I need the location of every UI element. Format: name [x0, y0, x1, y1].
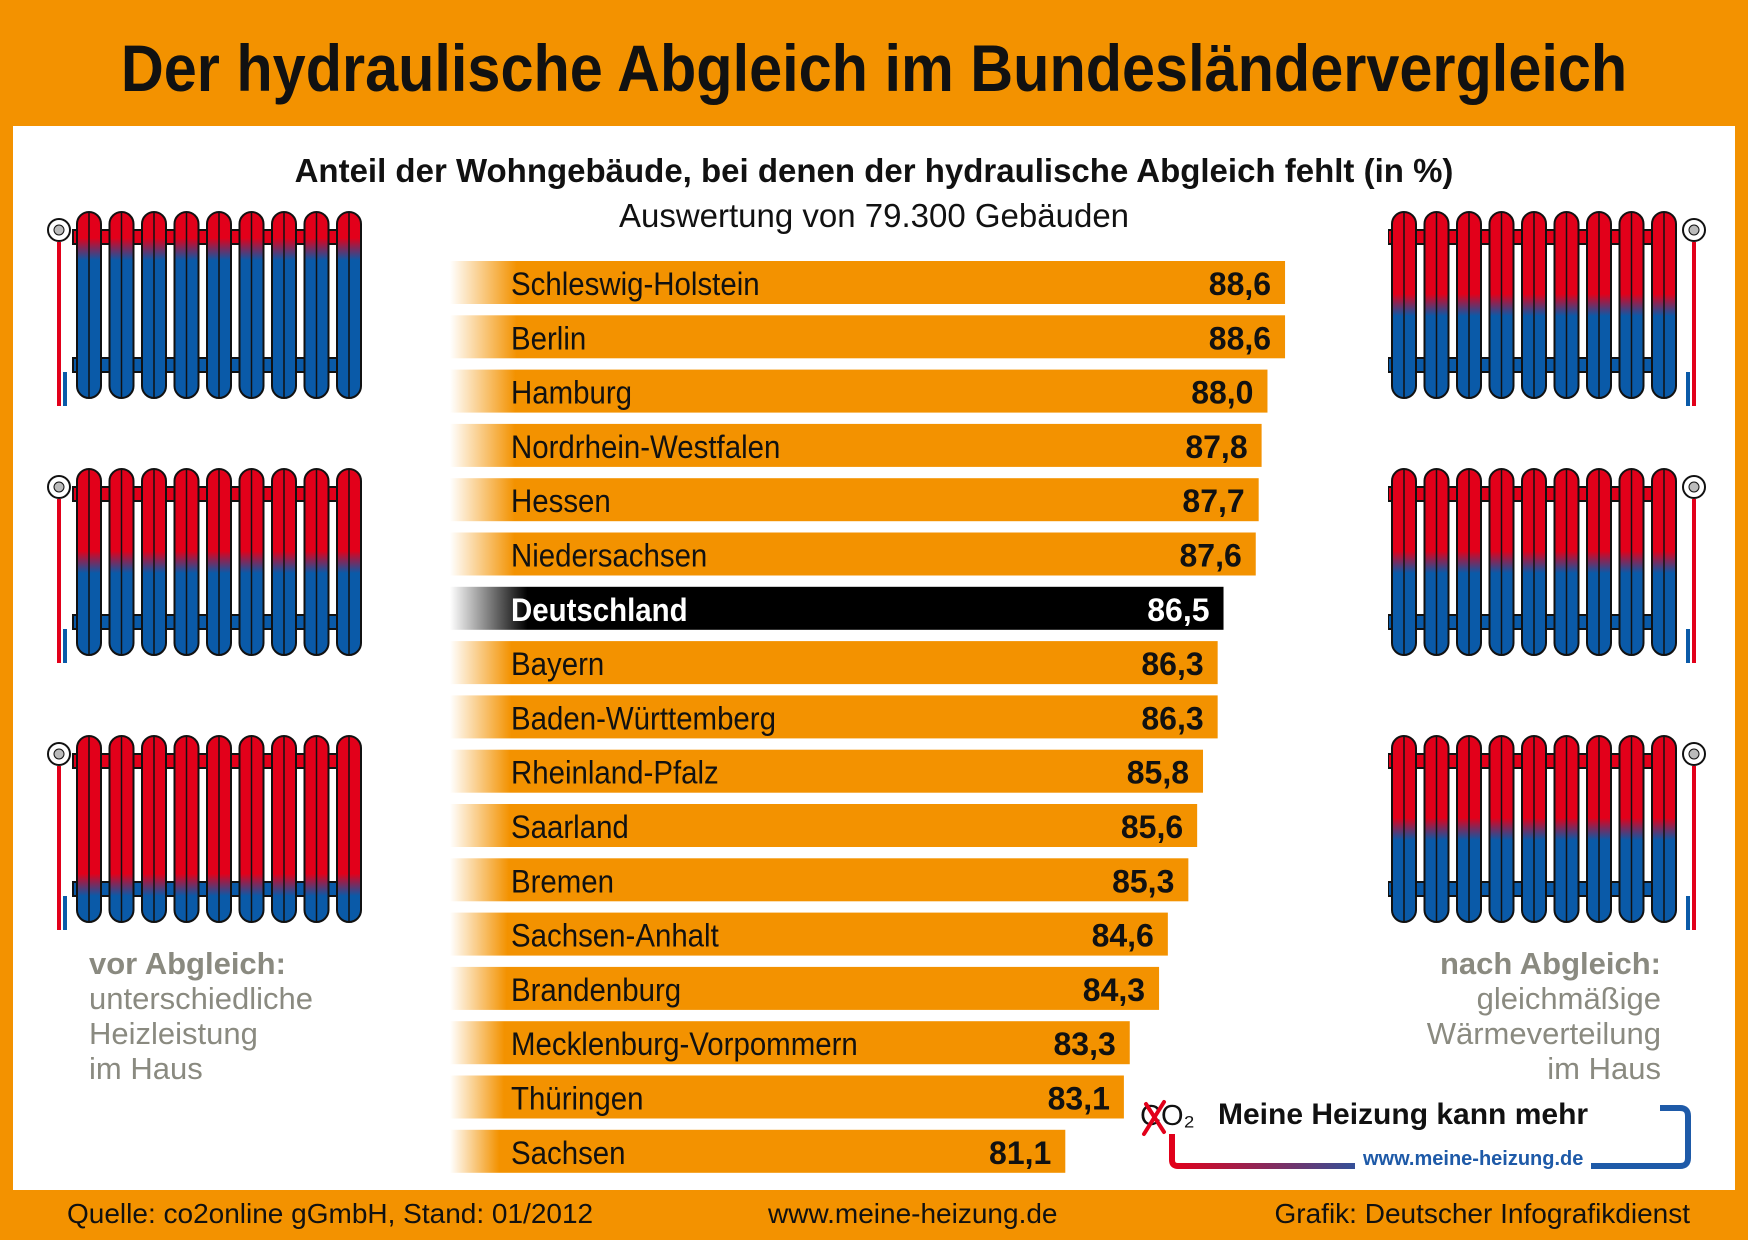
footer-credit: Grafik: Deutscher Infografikdienst — [1274, 1198, 1690, 1229]
page-title: Der hydraulische Abgleich im Bundeslände… — [120, 31, 1628, 105]
value-label: 85,3 — [1112, 863, 1174, 899]
radiator-icon — [1388, 468, 1706, 663]
note-after: nach Abgleich: gleichmäßige Wärmeverteil… — [1427, 946, 1661, 1086]
value-label: 88,0 — [1191, 375, 1253, 411]
bar-bayern — [450, 641, 1218, 685]
category-label: Sachsen-Anhalt — [511, 917, 719, 953]
value-label: 86,3 — [1141, 700, 1203, 736]
category-label: Niedersachsen — [511, 537, 707, 573]
note-line: gleichmäßige — [1476, 981, 1661, 1016]
category-label: Deutschland — [511, 592, 688, 628]
note-after-heading: nach Abgleich: — [1439, 946, 1661, 981]
value-label: 86,5 — [1147, 592, 1209, 628]
note-before-heading: vor Abgleich: — [89, 946, 286, 981]
radiator-icon — [47, 211, 362, 406]
chart-subtitle: Auswertung von 79.300 Gebäuden — [618, 197, 1130, 234]
note-line: Wärmeverteilung — [1426, 1016, 1661, 1051]
bar-berlin — [450, 315, 1286, 359]
value-label: 83,1 — [1048, 1081, 1110, 1117]
bar-schleswig-holstein — [450, 261, 1286, 304]
bar-mecklenburg-vorpommern — [450, 1021, 1130, 1065]
category-label: Berlin — [511, 320, 586, 356]
note-line: im Haus — [89, 1051, 203, 1086]
logo: CO₂ Meine Heizung kann mehr www.meine-he… — [1140, 1098, 1700, 1174]
footer-source: Quelle: co2online gGmbH, Stand: 01/2012 — [67, 1198, 594, 1229]
bar-saarland — [450, 804, 1198, 847]
note-line: im Haus — [1547, 1051, 1661, 1086]
logo-slogan: Meine Heizung kann mehr — [1218, 1098, 1589, 1131]
bar-rheinland-pfalz — [450, 749, 1204, 793]
note-line: Heizleistung — [89, 1016, 258, 1051]
category-label: Schleswig-Holstein — [511, 266, 760, 302]
category-label: Nordrhein-Westfalen — [511, 429, 780, 465]
radiator-icon — [47, 735, 362, 930]
value-label: 85,6 — [1121, 809, 1183, 845]
chart-title: Anteil der Wohngebäude, bei denen der hy… — [294, 152, 1454, 189]
bar-brandenburg — [450, 966, 1160, 1010]
category-label: Brandenburg — [511, 972, 681, 1008]
radiator-icon — [1388, 211, 1706, 406]
bar-thüringen — [450, 1075, 1124, 1119]
value-label: 88,6 — [1209, 266, 1271, 302]
footer-website[interactable]: www.meine-heizung.de — [768, 1198, 1058, 1229]
category-label: Hessen — [511, 483, 611, 519]
bar-hamburg — [450, 369, 1268, 413]
value-label: 87,8 — [1185, 429, 1247, 465]
value-label: 88,6 — [1209, 320, 1271, 356]
category-label: Thüringen — [511, 1080, 644, 1116]
bar-hessen — [450, 478, 1259, 522]
bar-nordrhein-westfalen — [450, 423, 1262, 467]
category-label: Sachsen — [511, 1135, 626, 1171]
bar-sachsen — [450, 1129, 1066, 1173]
value-label: 87,6 — [1179, 538, 1241, 574]
category-label: Saarland — [511, 809, 629, 845]
radiator-icon — [1388, 735, 1706, 930]
radiator-icon — [47, 468, 362, 663]
category-label: Rheinland-Pfalz — [511, 755, 719, 791]
note-before: vor Abgleich: unterschiedliche Heizleist… — [89, 946, 313, 1086]
note-line: unterschiedliche — [89, 981, 314, 1016]
category-label: Bremen — [511, 863, 614, 899]
bar-deutschland — [450, 586, 1224, 630]
value-label: 86,3 — [1141, 646, 1203, 682]
category-label: Mecklenburg-Vorpommern — [511, 1026, 858, 1062]
logo-url[interactable]: www.meine-heizung.de — [1355, 1148, 1592, 1171]
bar-niedersachsen — [450, 532, 1256, 576]
value-label: 83,3 — [1053, 1026, 1115, 1062]
logo-pipe-icon — [1169, 1105, 1691, 1169]
category-label: Bayern — [511, 646, 604, 682]
value-label: 85,8 — [1127, 755, 1189, 791]
bar-baden-württemberg — [450, 695, 1218, 739]
bar-sachsen-anhalt — [450, 912, 1168, 956]
category-label: Hamburg — [511, 374, 632, 410]
bar-bremen — [450, 858, 1189, 902]
value-label: 81,1 — [989, 1135, 1051, 1171]
category-label: Baden-Württemberg — [511, 700, 776, 736]
value-label: 87,7 — [1182, 483, 1244, 519]
value-label: 84,3 — [1083, 972, 1145, 1008]
value-label: 84,6 — [1092, 918, 1154, 954]
logo-cross-icon — [1142, 1100, 1166, 1136]
